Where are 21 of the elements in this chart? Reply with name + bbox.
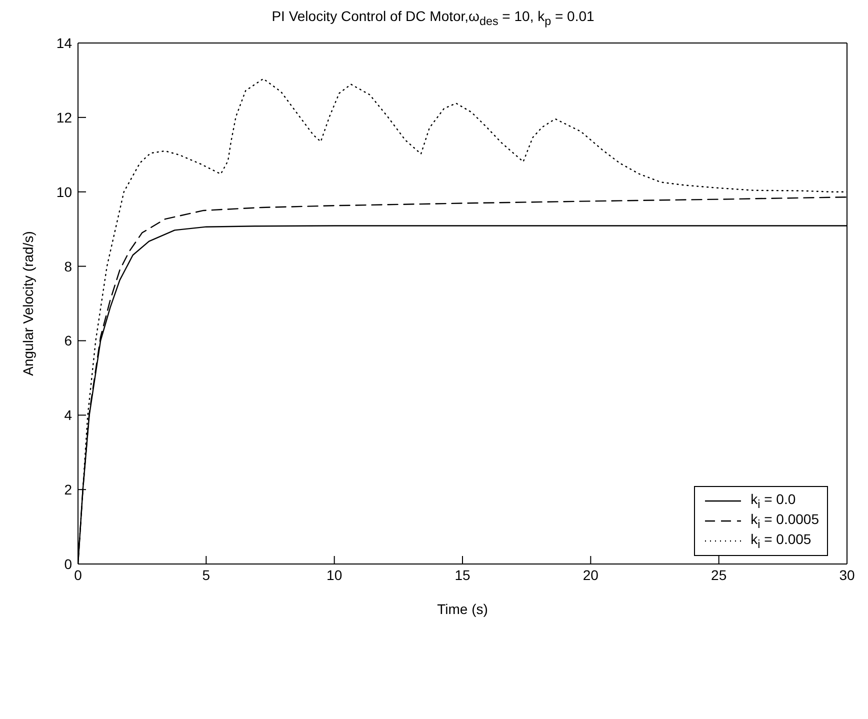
y-tick-label: 14: [56, 34, 72, 51]
chart-title: PI Velocity Control of DC Motor,ω$_{des}$ = 10, k$_{p}$ = 0.01: [270, 8, 596, 30]
x-tick-label: 30: [839, 566, 855, 583]
x-tick-label: 20: [582, 566, 599, 583]
x-tick-label: 25: [711, 566, 727, 583]
x-tick-label: 5: [202, 566, 210, 583]
y-tick-label: 0: [64, 556, 72, 572]
x-tick-label: 15: [454, 566, 470, 583]
y-tick-label: 2: [64, 482, 72, 498]
y-tick-label: 12: [56, 109, 72, 126]
y-axis-title: Angular Velocity (rad/s): [20, 231, 36, 376]
x-axis-title: Time (s): [437, 601, 488, 617]
y-tick-label: 10: [56, 184, 72, 200]
y-tick-label: 4: [64, 407, 72, 424]
y-tick-label: 8: [64, 258, 72, 274]
legend-label: k$_{i}$ = 0.0005: [750, 511, 819, 531]
x-tick-label: 0: [74, 566, 82, 583]
y-tick-label: 6: [64, 332, 72, 349]
x-tick-label: 10: [326, 566, 342, 583]
legend-label: k$_{i}$ = 0.005: [750, 531, 812, 551]
legend-label: k$_{i}$ = 0.0: [750, 491, 796, 511]
